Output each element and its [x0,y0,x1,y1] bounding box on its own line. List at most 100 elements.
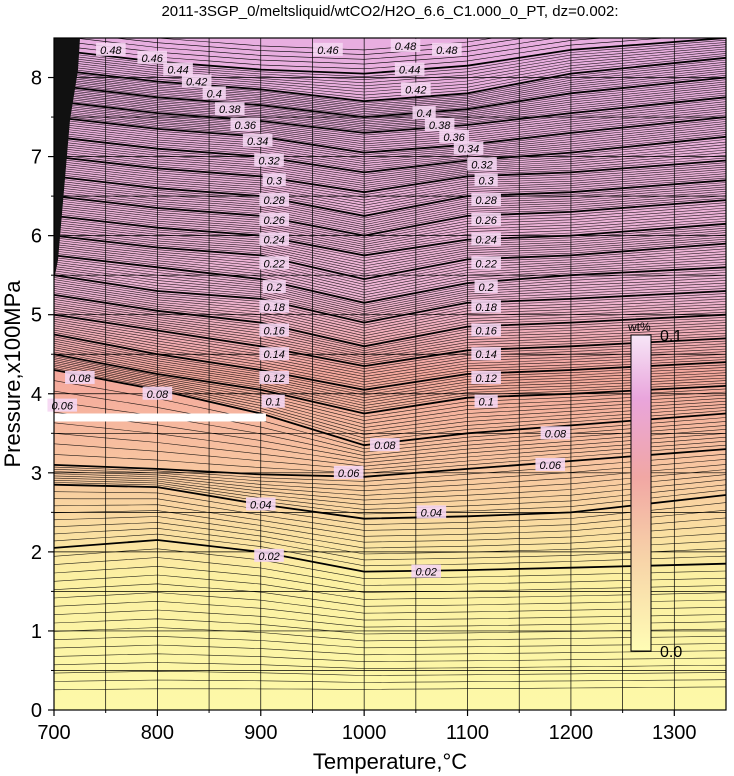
fine-contour-line [54,679,726,683]
major-contour-0.22 [54,234,726,281]
fine-contour-line [54,627,726,642]
contour-label-bg [333,465,364,479]
contour-label: 0.4 [416,108,431,120]
fine-contour-line [54,318,726,372]
y-axis-ticks: 0 1 2 3 4 5 6 7 8 [31,68,54,722]
fine-contour-line [54,440,726,471]
contour-label-bg [47,398,78,412]
major-contour-0.04 [54,483,726,520]
contour-label: 0.2 [478,282,493,294]
contour-label-bg [259,370,290,384]
contour-label-bg [259,299,290,313]
contour-label: 0.46 [317,45,339,57]
fine-contour-line [54,277,726,326]
contour-label-bg [467,157,497,171]
fine-contour-line [54,609,726,628]
fine-contour-line [54,191,726,232]
x-tick-label: 1100 [446,722,489,744]
contour-label: 0.42 [405,84,426,96]
contour-label: 0.24 [263,235,284,247]
contour-label-bg [439,129,469,143]
contour-label-bg [65,370,95,384]
fine-contour-line [54,327,726,383]
contour-label: 0.18 [475,302,497,314]
contour-label-bg [259,193,290,207]
fine-contour-line [154,38,496,51]
fine-contour-line [54,184,726,226]
fine-contour-line [54,355,726,418]
fine-contour-line [54,307,726,360]
fine-contour-line [54,583,726,607]
contour-label: 0.3 [267,175,283,187]
fine-contour-line [54,198,726,239]
contour-label: 0.08 [545,428,567,440]
contour-label: 0.12 [475,373,496,385]
fine-contour-line [54,165,726,204]
fine-contour-line [54,81,726,121]
fine-contour-line [54,361,726,428]
fine-contour-line [54,88,726,127]
y-tick-label: 0 [31,700,42,722]
masked-band [54,413,266,422]
contour-label-bg [214,102,245,116]
fine-contour-line [54,158,726,196]
fine-contour-line [54,533,726,567]
contour-labels: 0.480.460.440.420.40.380.360.340.320.30.… [47,38,571,579]
fine-contour-line [54,244,726,291]
fine-contour-line [54,283,726,334]
fine-contour-line [54,310,726,363]
fine-contour-line [54,303,726,356]
contour-label: 0.1 [266,397,281,409]
contour-label: 0.08 [147,389,169,401]
contour-label-bg [471,232,501,246]
fine-contour-line [54,296,726,349]
contour-label-bg [254,548,284,562]
fine-contour-line [54,574,726,600]
colorbar-min-label: 0.0 [660,644,682,661]
chart-title: 2011-3SGP_0/meltsliquid/wtCO2/H2O_6.6_C1… [161,3,618,20]
contour-label-bg [474,173,498,187]
fine-contour-line [54,206,726,247]
fine-contour-line [54,305,726,358]
contour-label-bg [474,280,498,294]
contour-label: 0.32 [258,156,279,168]
fine-contour-line [54,119,726,156]
fine-contour-line [54,105,726,143]
fine-contour-line [54,75,726,116]
major-contour-0.24 [54,215,726,257]
fine-contour-line [54,147,726,184]
fine-contour-line [54,635,726,649]
contour-label-bg [261,394,285,408]
fine-contour-line [54,90,726,128]
fine-contour-line [54,103,726,140]
fine-contour-line [54,527,726,561]
fine-contour-line [54,129,726,167]
contour-label-bg [471,370,501,384]
contour-label: 0.02 [258,551,279,563]
contour-label-bg [471,212,501,226]
x-tick-label: 1000 [342,722,387,744]
fine-contour-line [54,70,726,113]
fine-contour-line [54,565,726,593]
fine-contour-line [54,332,726,388]
fine-contour-line [54,336,726,393]
fine-contour-line [54,160,726,198]
contour-label-bg [411,564,441,578]
fine-contour-line [54,61,726,106]
contour-label-bg [259,347,290,361]
fine-contour-line [54,154,726,191]
contour-label-bg [262,280,286,294]
contour-label: 0.36 [443,132,465,144]
contour-label-bg [259,256,290,270]
fine-contour-line [54,167,726,206]
grid-lines [54,38,726,710]
contour-label: 0.14 [475,349,496,361]
fine-contour-line [54,290,726,342]
contour-label: 0.04 [250,499,271,511]
fine-contour-line [54,477,726,506]
y-tick-label: 5 [31,305,42,327]
fine-contour-line [54,231,726,275]
fine-contour-line [54,217,726,259]
fine-contour-line [54,343,726,401]
colorbar: wt% 0.1 0.0 [627,320,682,661]
